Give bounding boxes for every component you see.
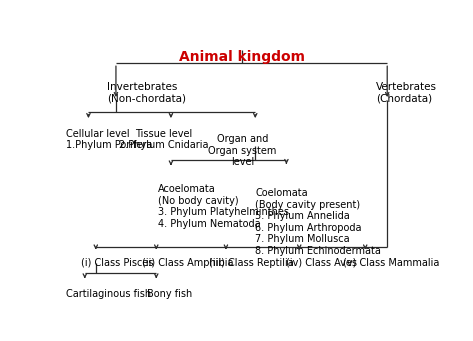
Text: (v) Class Mammalia: (v) Class Mammalia (343, 257, 439, 268)
Text: Animal kingdom: Animal kingdom (179, 50, 306, 64)
Text: (i) Class Pisces: (i) Class Pisces (81, 257, 154, 268)
Text: (iv) Class Aves: (iv) Class Aves (287, 257, 358, 268)
Text: Bony fish: Bony fish (147, 289, 193, 299)
Text: Acoelomata
(No body cavity)
3. Phylum Platyhelminthes
4. Phylum Nematoda: Acoelomata (No body cavity) 3. Phylum Pl… (158, 184, 289, 229)
Text: Tissue level
2.Phylum Cnidaria: Tissue level 2.Phylum Cnidaria (119, 129, 208, 150)
Text: (ii) Class Amphibia: (ii) Class Amphibia (141, 257, 233, 268)
Text: Cellular level
1.Phylum Porifera: Cellular level 1.Phylum Porifera (66, 129, 153, 150)
Text: (iii) Class Reptilia: (iii) Class Reptilia (210, 257, 294, 268)
Text: Cartilaginous fish: Cartilaginous fish (66, 289, 151, 299)
Text: Coelomata
(Body cavity present)
5. Phylum Annelida
6. Phylum Arthropoda
7. Phylu: Coelomata (Body cavity present) 5. Phylu… (255, 188, 381, 256)
Text: Invertebrates
(Non-chordata): Invertebrates (Non-chordata) (107, 81, 186, 103)
Text: Vertebrates
(Chordata): Vertebrates (Chordata) (376, 81, 437, 103)
Text: Organ and
Organ system
level: Organ and Organ system level (208, 134, 277, 167)
